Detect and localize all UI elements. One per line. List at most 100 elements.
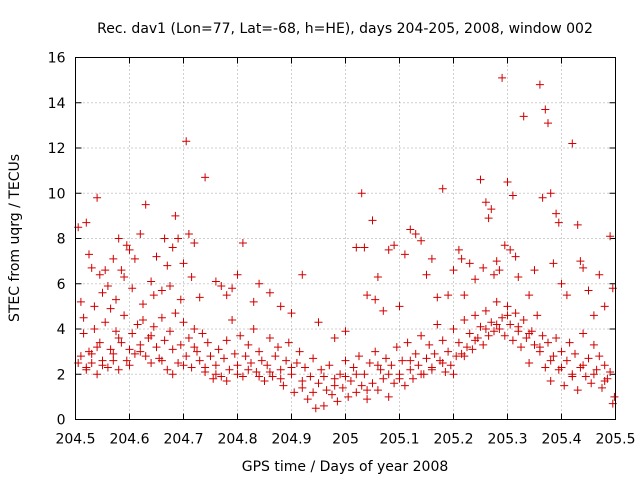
data-point (465, 259, 474, 268)
data-point (476, 175, 485, 184)
data-point (395, 374, 404, 383)
data-point (182, 352, 191, 361)
data-point (530, 266, 539, 275)
data-point (449, 325, 458, 333)
data-point (152, 343, 161, 352)
data-point (595, 270, 604, 279)
data-point (136, 229, 145, 238)
data-point (336, 370, 345, 379)
data-point (103, 282, 112, 291)
x-tick-label: 205 (332, 432, 359, 448)
data-point (176, 340, 185, 349)
data-point (198, 329, 207, 338)
data-point (87, 349, 96, 358)
data-point (301, 363, 309, 372)
data-point (136, 340, 145, 349)
data-point (565, 338, 574, 347)
data-point (114, 334, 123, 343)
data-point (228, 315, 237, 324)
data-point (139, 300, 147, 309)
data-point (581, 372, 590, 381)
data-point (517, 343, 525, 352)
data-point (101, 318, 110, 327)
x-tick-label: 205.2 (433, 432, 473, 448)
data-point (417, 370, 426, 379)
data-point (530, 340, 539, 349)
data-point (417, 331, 426, 340)
data-point (557, 363, 566, 372)
data-point (549, 352, 558, 361)
data-point (576, 257, 585, 266)
data-point (503, 177, 512, 186)
data-point (238, 239, 247, 248)
data-point (384, 392, 393, 401)
data-point (449, 370, 458, 379)
data-point (471, 275, 480, 284)
data-point (260, 377, 269, 386)
chart-title: Rec. dav1 (Lon=77, Lat=-68, h=HE), days … (97, 21, 593, 37)
data-point (333, 397, 342, 406)
data-point (90, 325, 99, 333)
data-point (579, 329, 588, 338)
data-point (311, 404, 320, 413)
data-point (444, 291, 453, 300)
data-point (222, 336, 231, 345)
data-point (568, 372, 577, 381)
data-point (249, 325, 258, 333)
data-point (546, 377, 555, 386)
data-point (255, 372, 264, 381)
data-point (595, 352, 604, 361)
data-point (206, 352, 215, 361)
data-point (519, 315, 528, 324)
data-point (217, 282, 226, 291)
data-point (125, 245, 134, 254)
data-point (201, 173, 210, 182)
data-point (295, 347, 304, 356)
data-point (379, 306, 388, 315)
data-point (276, 365, 285, 374)
data-point (228, 284, 237, 293)
data-point (409, 374, 417, 383)
data-point (546, 356, 555, 365)
data-point (211, 277, 220, 286)
data-point (441, 367, 450, 376)
data-point (452, 352, 461, 361)
plot-frame (75, 57, 616, 420)
data-point (179, 259, 188, 268)
data-point (184, 229, 193, 238)
data-point (179, 361, 188, 370)
data-point (287, 370, 296, 379)
data-point (352, 370, 361, 379)
data-point (481, 325, 490, 333)
data-point (365, 358, 374, 367)
data-point (487, 318, 496, 327)
y-tick-label: 2 (57, 367, 66, 383)
data-point (268, 372, 277, 381)
data-point (193, 347, 201, 356)
data-point (535, 80, 544, 89)
data-point (222, 377, 231, 386)
data-point (195, 356, 204, 365)
data-point (373, 272, 382, 281)
data-point (93, 193, 102, 202)
data-point (411, 349, 420, 358)
data-point (98, 361, 107, 370)
y-tick-label: 10 (48, 186, 66, 202)
data-point (203, 338, 212, 347)
data-point (392, 343, 401, 352)
data-point (255, 347, 264, 356)
data-point (166, 327, 174, 336)
data-point (557, 279, 566, 288)
data-point (454, 245, 463, 254)
data-point (568, 139, 577, 148)
data-point (82, 363, 91, 372)
data-point (233, 361, 242, 370)
data-point (287, 309, 296, 318)
data-point (122, 241, 131, 250)
data-point (274, 343, 282, 352)
data-point (168, 345, 177, 354)
data-point (403, 338, 412, 347)
data-point (247, 358, 255, 367)
data-point (373, 361, 382, 370)
data-point (498, 73, 507, 82)
